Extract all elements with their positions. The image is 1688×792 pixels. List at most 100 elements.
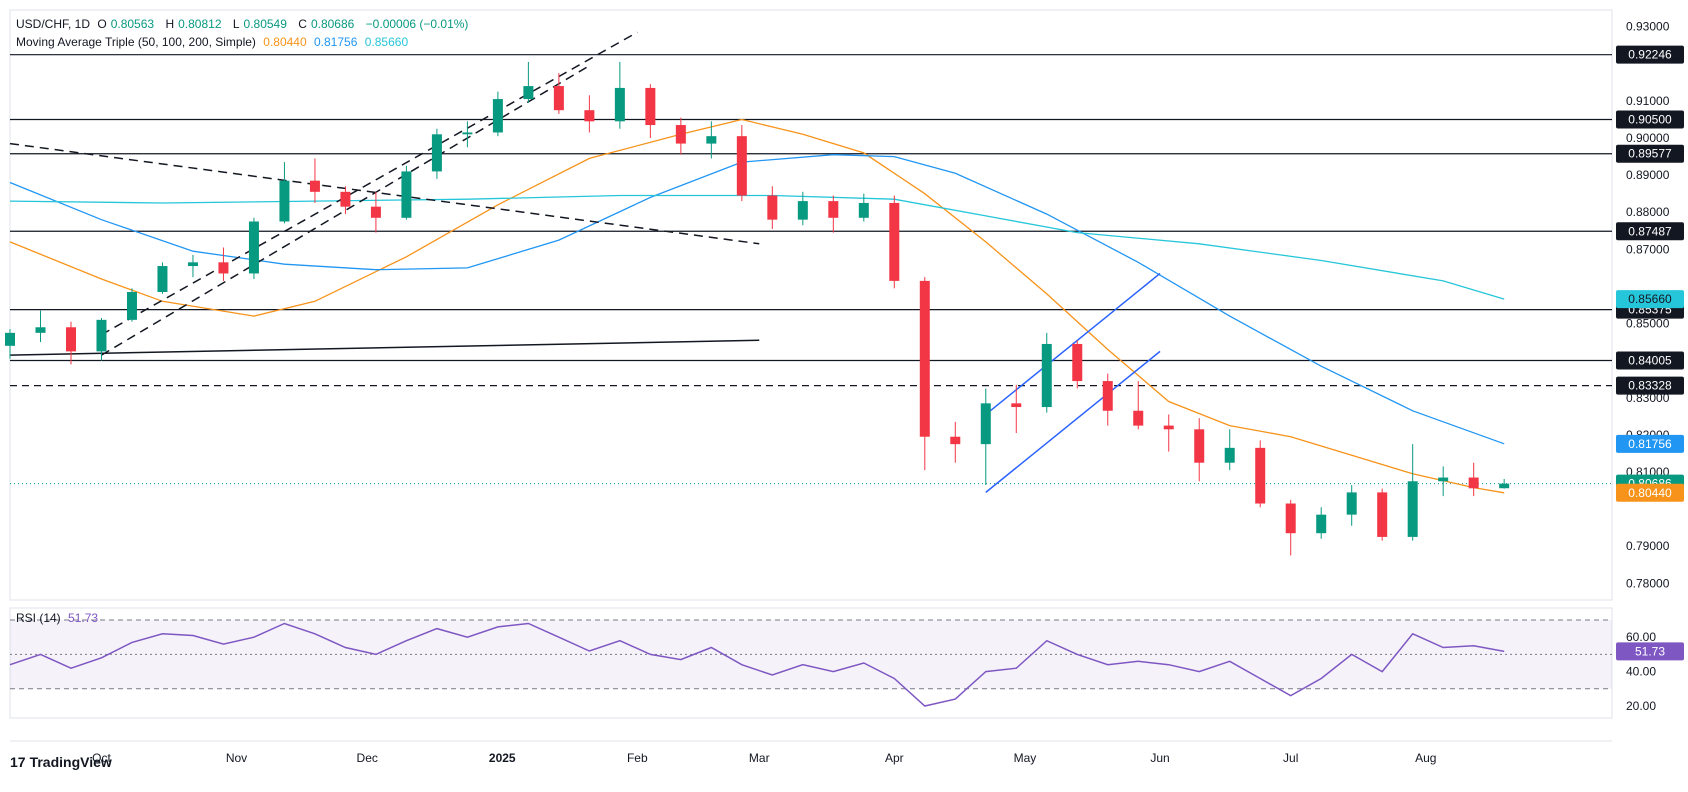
x-tick-label: Mar xyxy=(749,751,770,765)
y-tick-label: 0.93000 xyxy=(1626,20,1670,34)
price-badge xyxy=(1616,483,1684,502)
level-badge-label: 0.84005 xyxy=(1628,353,1672,367)
x-tick-label: Apr xyxy=(885,751,904,765)
tradingview-logo-text: TradingView xyxy=(29,754,112,770)
price-pane-frame xyxy=(9,9,1613,601)
y-tick-label: 0.78000 xyxy=(1626,576,1670,590)
candle-body xyxy=(309,180,320,192)
price-badge xyxy=(1616,290,1684,309)
trendline xyxy=(9,142,760,245)
candle-body xyxy=(370,206,381,218)
candle-body xyxy=(1468,477,1479,489)
moving-average-line xyxy=(9,118,1505,494)
rsi-y-tick-label: 40.00 xyxy=(1626,665,1656,679)
low-label: L xyxy=(232,17,240,31)
candle-body xyxy=(1163,425,1174,430)
level-badge-label: 0.92246 xyxy=(1628,48,1672,62)
candle-body xyxy=(1285,503,1296,534)
level-badge xyxy=(1616,376,1684,395)
rsi-y-tick-label: 20.00 xyxy=(1626,699,1656,713)
candle-body xyxy=(980,403,991,445)
candle-body xyxy=(919,280,930,437)
y-tick-label: 0.91000 xyxy=(1626,94,1670,108)
candle-body xyxy=(462,132,473,135)
close-value: 0.80686 xyxy=(310,17,355,31)
candle-body xyxy=(187,262,198,267)
candle-body xyxy=(1133,410,1144,426)
candle-body xyxy=(5,332,15,346)
trendline xyxy=(101,65,590,356)
change-value: −0.00006 (−0.01%) xyxy=(365,17,469,31)
level-badge xyxy=(1616,351,1684,370)
candle-body xyxy=(65,327,76,352)
x-tick-label: May xyxy=(1014,751,1037,765)
y-tick-label: 0.85000 xyxy=(1626,317,1670,331)
candle-body xyxy=(736,136,747,196)
candle-body xyxy=(248,221,259,274)
candle-body xyxy=(340,191,351,207)
candle-body xyxy=(767,195,778,220)
x-tick-label: Jun xyxy=(1150,751,1169,765)
candle-body xyxy=(1438,477,1449,482)
candle-body xyxy=(614,87,625,122)
low-value: 0.80549 xyxy=(243,17,287,31)
ma200-value: 0.85660 xyxy=(364,35,409,49)
rsi-pane-frame xyxy=(9,607,1613,719)
candle-body xyxy=(584,110,595,122)
symbol-label[interactable]: USD/CHF, 1D xyxy=(16,17,91,31)
candle-body xyxy=(1011,403,1022,408)
candle-body xyxy=(1072,343,1083,382)
candle-body xyxy=(950,436,961,445)
ma100-value: 0.81756 xyxy=(314,35,358,49)
y-tick-label: 0.89000 xyxy=(1626,168,1670,182)
candle-body xyxy=(1499,483,1510,489)
candle-body xyxy=(35,327,46,333)
candle-body xyxy=(401,171,412,218)
candle-body xyxy=(1316,514,1327,534)
trendline xyxy=(9,339,760,356)
candle-body xyxy=(279,180,290,222)
high-label: H xyxy=(165,17,175,31)
tradingview-logo[interactable]: 17 TradingView xyxy=(10,754,112,770)
rsi-value-badge xyxy=(1616,642,1684,661)
ma-indicator-label[interactable]: Moving Average Triple (50, 100, 200, Sim… xyxy=(16,35,256,49)
ma-legend: Moving Average Triple (50, 100, 200, Sim… xyxy=(16,35,412,49)
rsi-legend-value: 51.73 xyxy=(68,611,99,625)
rsi-label[interactable]: RSI (14) xyxy=(16,611,61,625)
rsi-line xyxy=(9,622,1505,707)
candle-body xyxy=(1407,481,1418,537)
moving-average-line xyxy=(9,154,1505,445)
price-badge-label: 0.80440 xyxy=(1628,486,1672,500)
open-label: O xyxy=(97,17,107,31)
candle-body xyxy=(1255,447,1266,504)
rsi-y-tick-label: 60.00 xyxy=(1626,630,1656,644)
candle-body xyxy=(858,202,869,218)
ma50-value: 0.80440 xyxy=(263,35,307,49)
y-tick-label: 0.87000 xyxy=(1626,242,1670,256)
candle-body xyxy=(1346,492,1357,515)
moving-average-line xyxy=(9,194,1505,300)
candle-body xyxy=(1102,381,1113,411)
candle-body xyxy=(523,86,534,100)
price-badge xyxy=(1616,434,1684,453)
trendline xyxy=(985,350,1161,493)
x-tick-label: Aug xyxy=(1415,751,1436,765)
tradingview-logo-icon: 17 xyxy=(10,754,26,770)
level-badge xyxy=(1616,45,1684,64)
x-tick-label: Oct xyxy=(92,751,111,765)
candle-body xyxy=(645,87,656,126)
x-tick-label: Dec xyxy=(357,751,378,765)
x-tick-label: Nov xyxy=(226,751,247,765)
candle-body xyxy=(126,292,137,320)
candle-body xyxy=(1224,447,1235,463)
x-tick-label: 2025 xyxy=(489,751,516,765)
level-badge-label: 0.89577 xyxy=(1628,147,1672,161)
level-badge-label: 0.83328 xyxy=(1628,379,1672,393)
rsi-value-badge-label: 51.73 xyxy=(1635,644,1665,658)
level-badge xyxy=(1616,144,1684,163)
candle-body xyxy=(96,319,107,352)
candle-body xyxy=(889,202,900,281)
rsi-legend: RSI (14) 51.73 xyxy=(16,611,102,625)
